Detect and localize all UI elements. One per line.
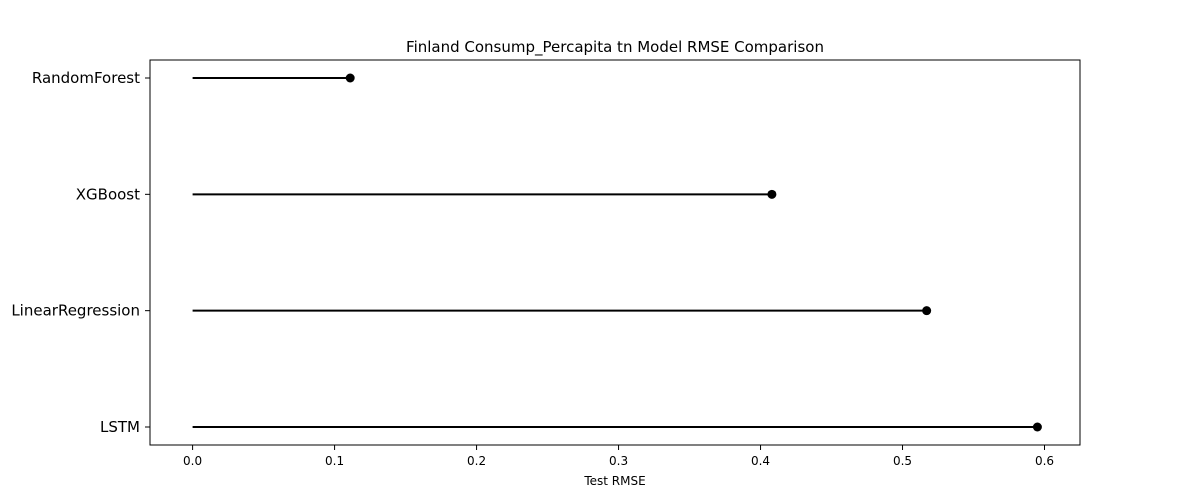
marker-lstm <box>1032 422 1042 432</box>
x-tick-label-0.1: 0.1 <box>325 454 344 468</box>
y-axis: RandomForest XGBoost LinearRegression LSTM <box>11 69 150 436</box>
y-tick-label-linearregression: LinearRegression <box>11 302 140 320</box>
x-tick-label-0.6: 0.6 <box>1035 454 1054 468</box>
y-tick-label-randomforest: RandomForest <box>32 69 140 87</box>
lollipop-marks <box>192 73 1042 432</box>
plot-area-frame <box>149 59 1081 446</box>
chart-title: Finland Consump_Percapita tn Model RMSE … <box>406 38 824 57</box>
x-axis: 0.0 0.1 0.2 0.3 0.4 0.5 0.6 <box>183 445 1054 468</box>
x-axis-label: Test RMSE <box>583 474 645 488</box>
marker-linearregression <box>922 306 932 316</box>
x-tick-label-0.0: 0.0 <box>183 454 202 468</box>
x-tick-label-0.5: 0.5 <box>893 454 912 468</box>
y-tick-label-xgboost: XGBoost <box>76 185 140 203</box>
x-tick-label-0.3: 0.3 <box>609 454 628 468</box>
y-tick-label-lstm: LSTM <box>100 418 140 436</box>
x-tick-label-0.4: 0.4 <box>751 454 770 468</box>
x-tick-label-0.2: 0.2 <box>467 454 486 468</box>
marker-xgboost <box>767 189 777 199</box>
marker-randomforest <box>345 73 355 83</box>
